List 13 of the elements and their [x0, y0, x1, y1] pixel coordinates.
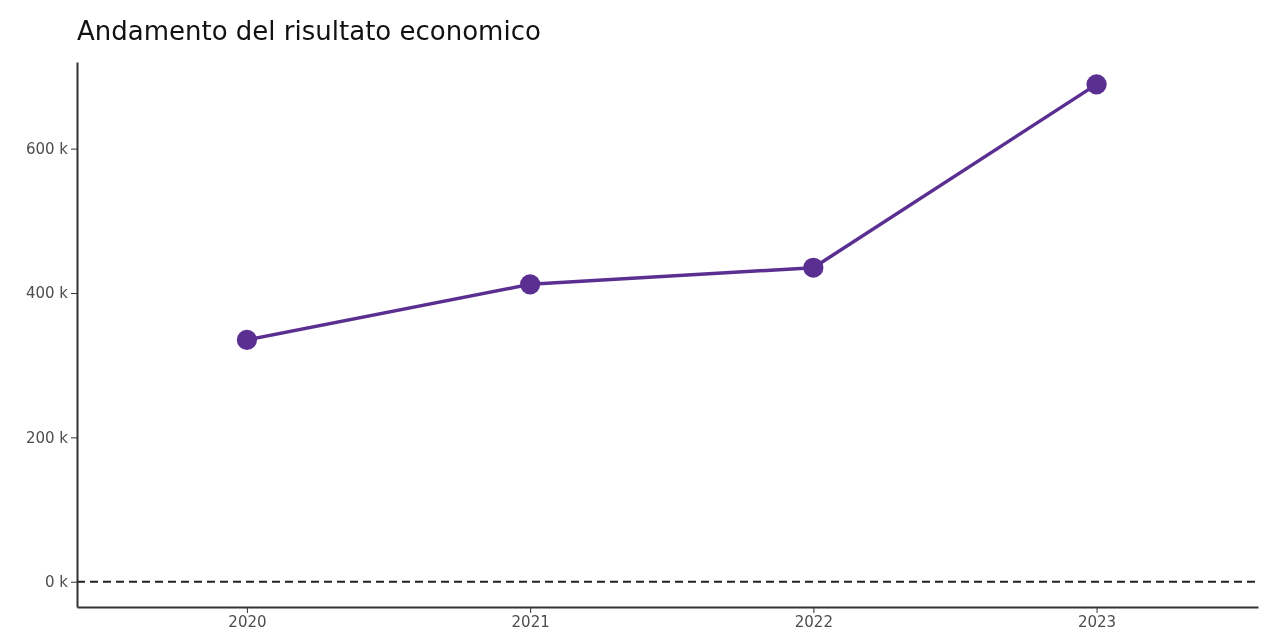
x-tick-label: 2023	[1077, 612, 1117, 631]
y-tick-label: 600 k	[25, 139, 69, 158]
point	[520, 274, 541, 295]
x-tick-label: 2022	[794, 612, 833, 631]
chart-title: Andamento del risultato economico	[77, 16, 541, 46]
x-tick-label: 2021	[511, 612, 550, 631]
x-tick-label: 2020	[228, 612, 267, 631]
y-tick-label: 200 k	[25, 428, 69, 447]
y-tick-label: 0 k	[45, 573, 69, 592]
point	[236, 329, 258, 350]
point	[1086, 74, 1107, 95]
y-tick-label: 400 k	[25, 284, 69, 303]
point	[803, 257, 824, 278]
